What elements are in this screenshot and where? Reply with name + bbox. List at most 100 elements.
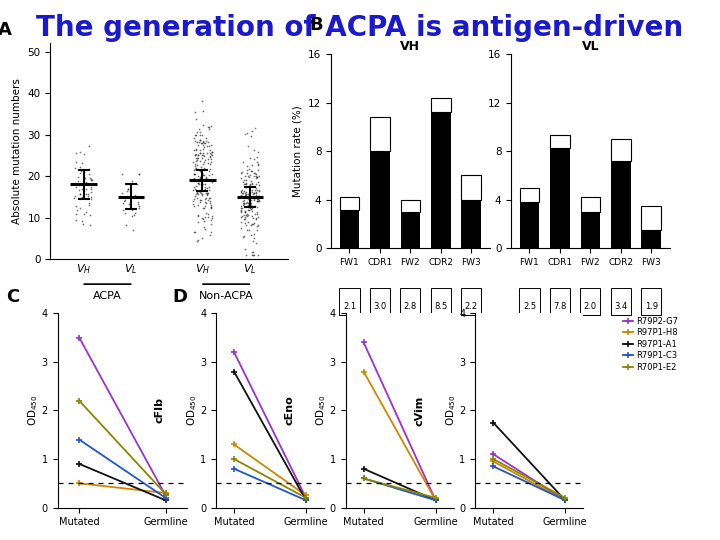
Point xyxy=(198,217,210,226)
Point xyxy=(235,187,247,196)
Point xyxy=(251,184,262,192)
Point xyxy=(204,148,216,157)
Point xyxy=(236,193,248,201)
Point xyxy=(197,106,209,115)
Point xyxy=(242,218,253,226)
Point xyxy=(132,198,143,206)
Point xyxy=(189,145,200,154)
Point xyxy=(83,141,94,150)
Point xyxy=(83,199,94,207)
Point xyxy=(236,188,248,197)
Point xyxy=(197,145,209,153)
Point xyxy=(239,245,251,253)
Point xyxy=(237,197,248,205)
Point xyxy=(249,210,261,219)
Point xyxy=(194,149,206,158)
Point xyxy=(192,190,203,198)
Line: R79P2-G7: R79P2-G7 xyxy=(230,349,310,501)
Point xyxy=(240,179,251,188)
Point xyxy=(194,176,205,185)
Point xyxy=(199,156,210,164)
Point xyxy=(196,190,207,198)
Point xyxy=(246,205,257,213)
Text: 2.1: 2.1 xyxy=(343,302,356,311)
Point xyxy=(197,148,208,157)
Point xyxy=(86,193,97,201)
Point xyxy=(70,164,81,173)
Point xyxy=(198,164,210,172)
R97P1-A1 xyxy=(230,368,238,375)
Point xyxy=(197,180,209,188)
Point xyxy=(75,147,86,156)
Point xyxy=(187,158,199,167)
Point xyxy=(192,141,204,150)
Point xyxy=(81,190,92,198)
Point xyxy=(206,147,217,156)
R97P1-H8 xyxy=(489,458,498,464)
Point xyxy=(246,231,257,239)
Point xyxy=(253,192,265,200)
Point xyxy=(238,179,250,188)
Point xyxy=(71,158,82,167)
Point xyxy=(235,173,247,182)
Point xyxy=(244,186,256,194)
Point xyxy=(191,160,202,169)
Point xyxy=(251,239,262,247)
Point xyxy=(194,173,205,182)
Point xyxy=(188,174,199,183)
R97P1-H8 xyxy=(161,490,170,496)
Point xyxy=(251,222,263,231)
Point xyxy=(205,228,217,237)
Point xyxy=(204,125,215,133)
Bar xyxy=(519,288,539,315)
Point xyxy=(76,185,88,193)
Point xyxy=(194,130,206,139)
Point xyxy=(248,230,259,239)
Point xyxy=(192,211,203,219)
Line: R97P1-H8: R97P1-H8 xyxy=(490,458,569,504)
Text: B: B xyxy=(310,16,323,33)
Point xyxy=(205,216,217,225)
Point xyxy=(191,131,202,139)
Point xyxy=(241,161,253,170)
Point xyxy=(244,179,256,188)
Point xyxy=(237,158,248,167)
Text: 3.0: 3.0 xyxy=(373,302,387,311)
Line: R79P2-G7: R79P2-G7 xyxy=(490,451,569,504)
Point xyxy=(206,154,217,163)
Text: 2.8: 2.8 xyxy=(404,302,417,311)
Point xyxy=(78,150,90,158)
Point xyxy=(247,212,258,220)
Point xyxy=(248,196,260,205)
Point xyxy=(242,206,253,215)
Point xyxy=(205,201,217,210)
Line: R79P1-C3: R79P1-C3 xyxy=(230,465,310,504)
Point xyxy=(246,186,258,194)
Point xyxy=(195,195,207,204)
Bar xyxy=(370,151,390,248)
Line: R97P1-H8: R97P1-H8 xyxy=(230,441,310,499)
Point xyxy=(238,214,249,223)
R97P1-H8 xyxy=(431,497,440,503)
Point xyxy=(240,129,251,138)
Point xyxy=(191,157,202,166)
Point xyxy=(206,211,217,220)
Point xyxy=(199,139,210,147)
Point xyxy=(252,192,264,201)
Point xyxy=(253,196,265,205)
Point xyxy=(71,216,82,225)
Legend: R79P2-G7, R97P1-H8, R97P1-A1, R79P1-C3, R70P1-E2: R79P2-G7, R97P1-H8, R97P1-A1, R79P1-C3, … xyxy=(620,314,682,375)
Point xyxy=(85,176,96,185)
Point xyxy=(192,179,204,188)
Point xyxy=(204,197,216,205)
Point xyxy=(239,191,251,199)
Point xyxy=(241,226,253,234)
Point xyxy=(203,171,215,180)
Text: A: A xyxy=(0,21,12,38)
Point xyxy=(253,213,264,221)
Point xyxy=(235,224,247,232)
Point xyxy=(196,168,207,177)
Point xyxy=(83,201,94,210)
Point xyxy=(240,221,252,230)
Point xyxy=(246,187,257,196)
